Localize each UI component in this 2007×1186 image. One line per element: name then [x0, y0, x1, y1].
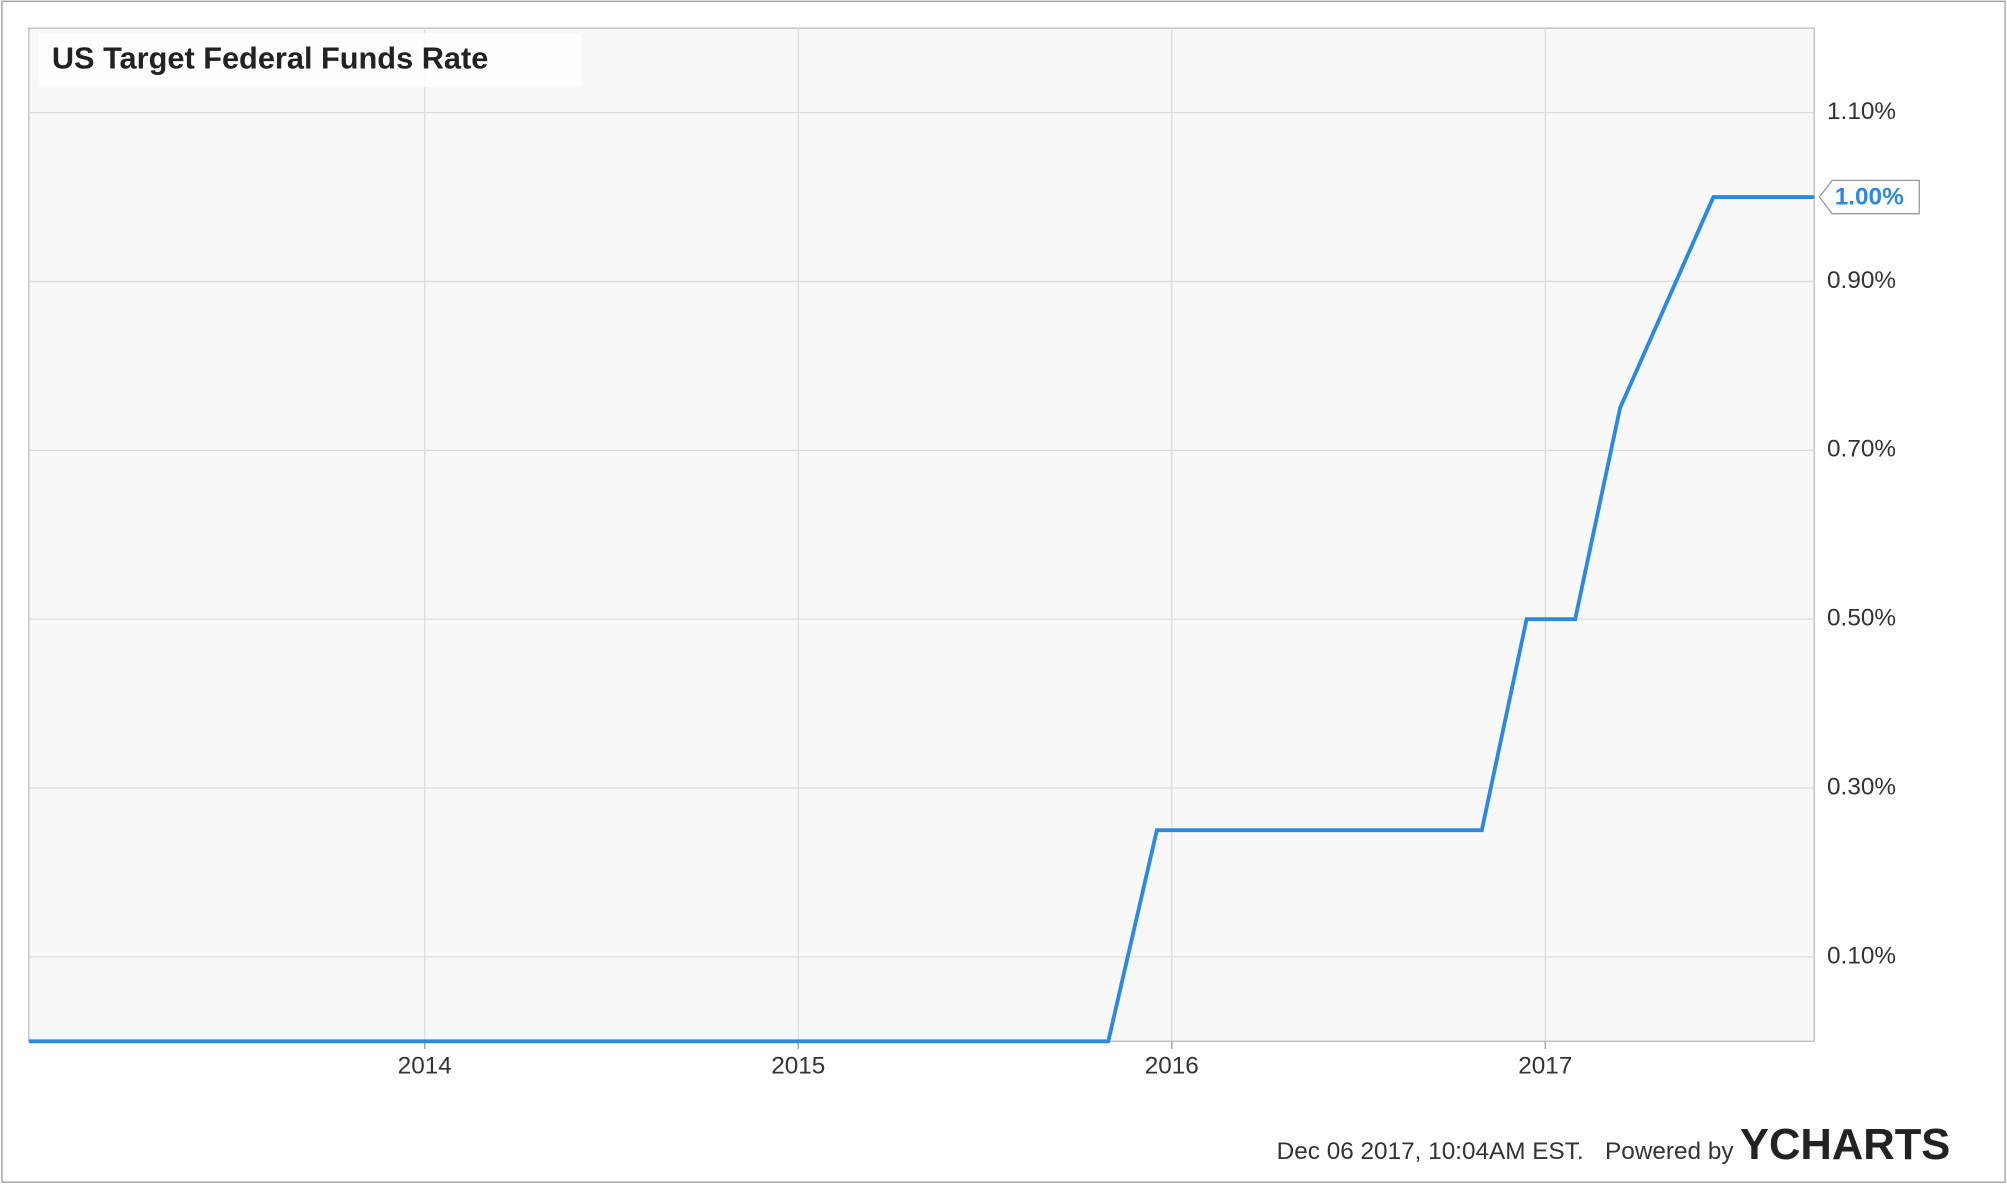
y-tick-label: 0.70% — [1827, 436, 1896, 463]
powered-by: Powered by — [1605, 1138, 1734, 1165]
y-tick-label: 1.10% — [1827, 98, 1896, 125]
x-tick-label: 2016 — [1145, 1052, 1199, 1079]
plot-area — [28, 27, 1815, 1042]
x-tick-label: 2017 — [1518, 1052, 1572, 1079]
line — [28, 195, 1815, 1044]
value-label: 1.00% — [1835, 184, 1904, 211]
y-tick-label: 0.30% — [1827, 773, 1896, 800]
y-tick-label: 0.50% — [1827, 605, 1896, 632]
timestamp: Dec 06 2017, 10:04AM EST. — [1277, 1138, 1584, 1165]
y-tick-label: 0.90% — [1827, 267, 1896, 294]
x-tick-label: 2014 — [398, 1052, 452, 1079]
y-tick-label: 0.10% — [1827, 942, 1896, 969]
brand: YCHARTS — [1740, 1121, 1950, 1169]
chart-title: US Target Federal Funds Rate — [52, 40, 488, 75]
x-tick-label: 2015 — [771, 1052, 825, 1079]
title-box — [39, 33, 581, 88]
value-label-box — [1818, 179, 1920, 215]
